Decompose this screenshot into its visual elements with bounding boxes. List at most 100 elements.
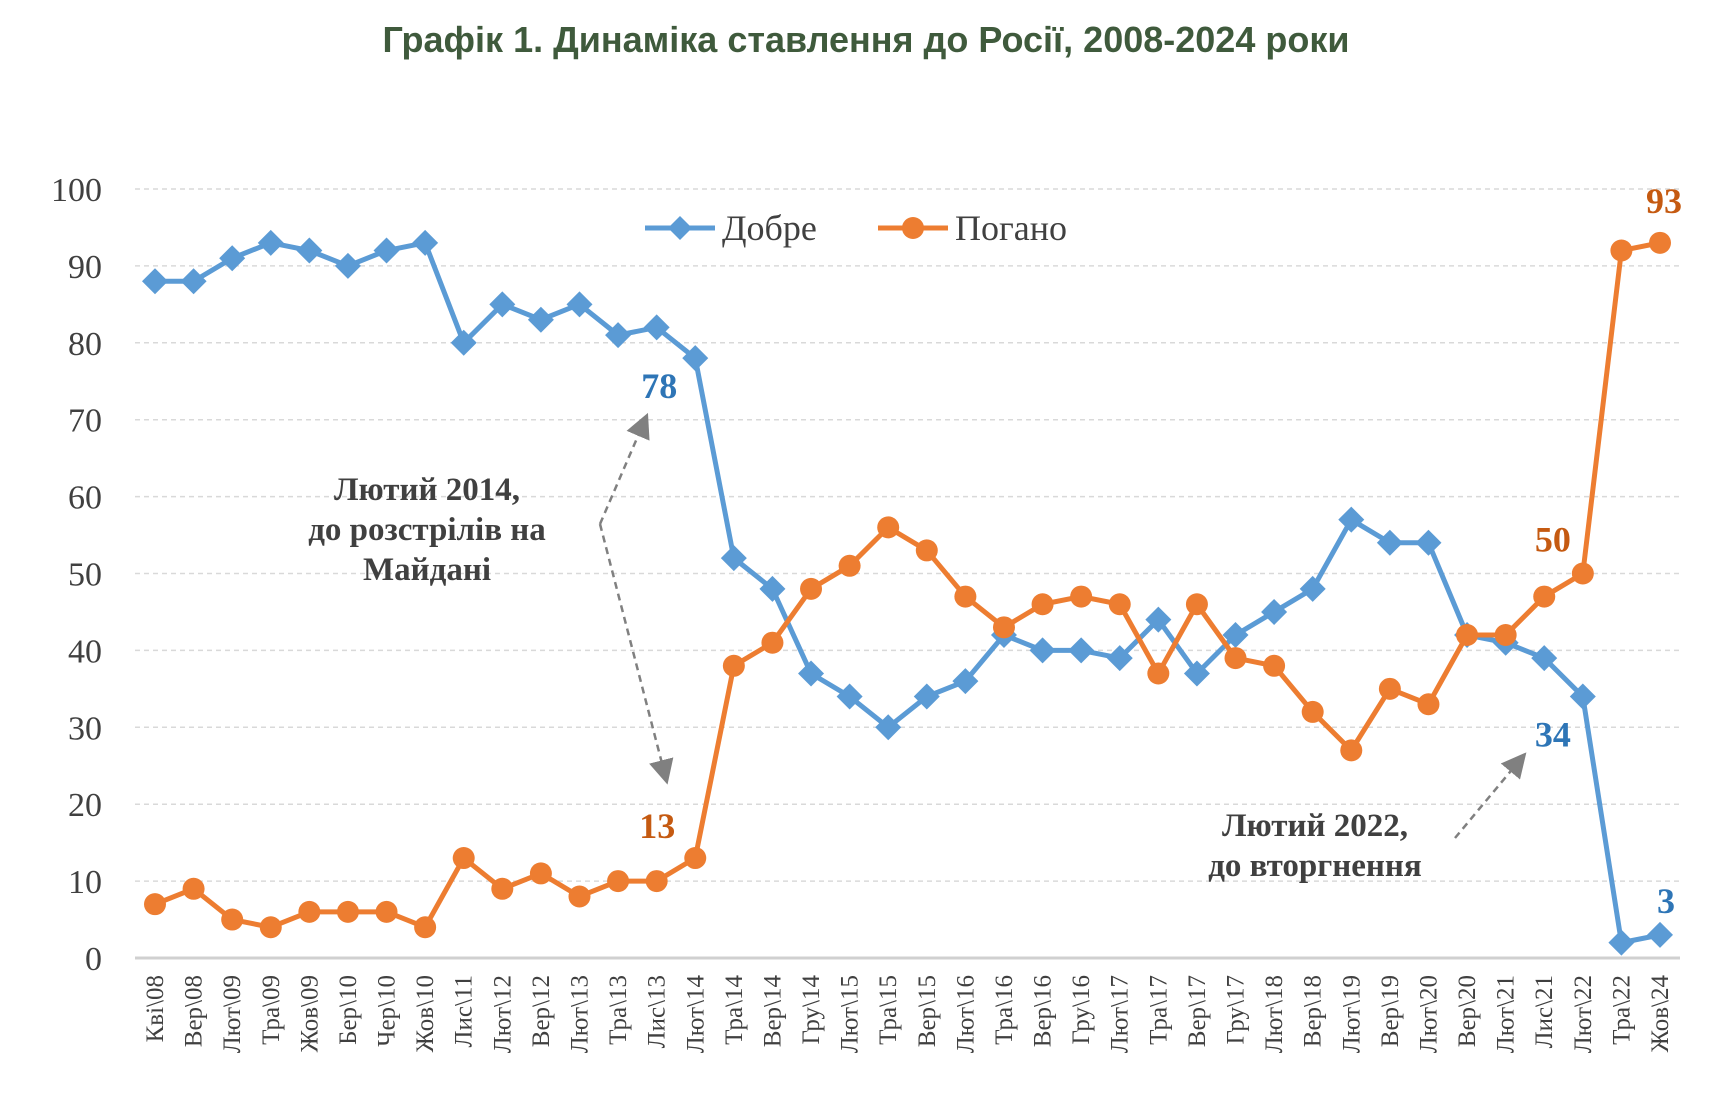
x-tick-label: Вер\19 — [1377, 975, 1404, 1047]
data-point — [1222, 622, 1249, 649]
x-tick-label: Лют\16 — [952, 975, 979, 1053]
data-label: 93 — [1646, 181, 1682, 221]
x-tick-label: Жов\10 — [412, 975, 439, 1052]
data-point — [645, 870, 668, 893]
x-tick-label: Вер\17 — [1184, 975, 1211, 1047]
data-point — [375, 900, 398, 923]
data-point — [1610, 239, 1633, 262]
data-point — [913, 683, 940, 710]
data-point — [759, 575, 786, 602]
y-tick-label: 90 — [68, 249, 102, 286]
data-point — [1647, 921, 1673, 948]
y-axis: 0 10 20 30 40 50 60 70 80 90 100 — [51, 172, 102, 978]
x-tick-label: Вер\14 — [759, 975, 786, 1048]
data-point — [1569, 683, 1596, 710]
x-tick-label: Лют\09 — [219, 975, 246, 1053]
arrow-to-78 — [598, 412, 650, 525]
series-layer — [142, 229, 1673, 956]
data-label: 78 — [641, 366, 677, 406]
x-tick-label: Лют\18 — [1261, 975, 1288, 1053]
chart-title: Графік 1. Динаміка ставлення до Росії, 2… — [383, 19, 1350, 60]
data-point — [412, 229, 439, 256]
x-tick-label: Кві\08 — [142, 975, 169, 1042]
data-point — [877, 516, 900, 539]
data-point — [952, 668, 979, 695]
data-labels: 78 13 50 93 34 3 — [639, 181, 1682, 921]
data-point — [1533, 585, 1556, 608]
legend: Добре Погано — [645, 208, 1067, 248]
y-tick-label: 40 — [68, 633, 102, 670]
data-point — [682, 345, 709, 372]
series-line — [155, 240, 1661, 946]
data-point — [1376, 529, 1403, 556]
x-tick-label: Бер\10 — [335, 975, 362, 1045]
data-point — [259, 916, 282, 939]
x-tick-label: Тра\16 — [991, 975, 1018, 1045]
y-tick-label: 100 — [51, 172, 102, 209]
x-tick-label: Лют\22 — [1570, 975, 1597, 1053]
x-tick-label: Лют\14 — [682, 975, 709, 1054]
data-point — [800, 577, 823, 600]
data-point — [298, 900, 321, 923]
data-label: 50 — [1535, 520, 1571, 560]
x-tick-label: Лют\15 — [837, 975, 864, 1053]
data-point — [875, 714, 902, 741]
x-tick-label: Лис\13 — [644, 975, 671, 1048]
data-point — [1417, 693, 1440, 716]
x-tick-label: Вер\15 — [914, 975, 941, 1047]
series-dobre — [142, 229, 1673, 956]
data-point — [1108, 593, 1131, 616]
annotation-feb-2014: Лютий 2014, до розстрілів на Майдані — [308, 472, 546, 588]
y-tick-label: 60 — [68, 480, 102, 517]
data-point — [1571, 562, 1594, 585]
data-point — [1378, 677, 1401, 700]
data-point — [1531, 645, 1558, 672]
x-tick-label: Вер\18 — [1300, 975, 1327, 1047]
x-tick-label: Лют\12 — [489, 975, 516, 1053]
data-point — [221, 908, 244, 931]
x-tick-label: Жов\24 — [1647, 975, 1674, 1053]
data-point — [1185, 593, 1208, 616]
annotation-arrows — [598, 412, 1527, 839]
data-point — [180, 268, 207, 295]
data-point — [954, 585, 977, 608]
data-point — [527, 306, 554, 333]
data-point — [219, 245, 246, 272]
data-point — [1608, 929, 1635, 956]
data-point — [1068, 637, 1095, 664]
data-point — [1029, 637, 1056, 664]
data-point — [722, 654, 745, 677]
data-point — [761, 631, 784, 654]
data-label: 13 — [639, 806, 675, 846]
y-tick-label: 70 — [68, 403, 102, 440]
y-tick-label: 80 — [68, 326, 102, 363]
data-point — [720, 545, 747, 572]
data-point — [452, 847, 475, 870]
x-tick-label: Тра\14 — [721, 975, 748, 1045]
annotation-line: Майдані — [363, 552, 491, 588]
data-point — [1183, 660, 1210, 687]
data-point — [1147, 662, 1170, 685]
arrow-to-13 — [598, 523, 674, 785]
data-point — [489, 291, 516, 318]
data-point — [684, 847, 707, 870]
x-tick-label: Лют\17 — [1107, 975, 1134, 1053]
legend-label-dobre: Добре — [722, 208, 817, 248]
x-tick-label: Тра\17 — [1145, 975, 1172, 1045]
data-point — [838, 554, 861, 577]
data-point — [296, 237, 323, 264]
data-point — [643, 314, 670, 341]
annotation-line: Лютий 2014, — [334, 472, 520, 508]
x-tick-label: Лют\21 — [1493, 975, 1520, 1053]
data-point — [1340, 739, 1363, 762]
y-tick-label: 20 — [68, 787, 102, 824]
arrow-to-34 — [1454, 752, 1527, 839]
data-point — [1494, 624, 1517, 647]
data-point — [142, 268, 168, 295]
y-tick-label: 10 — [68, 864, 102, 901]
data-point — [1106, 645, 1133, 672]
gridlines — [135, 188, 1680, 960]
x-tick-label: Лис\11 — [451, 975, 478, 1047]
x-tick-label: Лис\21 — [1531, 975, 1558, 1048]
data-point — [334, 252, 361, 279]
